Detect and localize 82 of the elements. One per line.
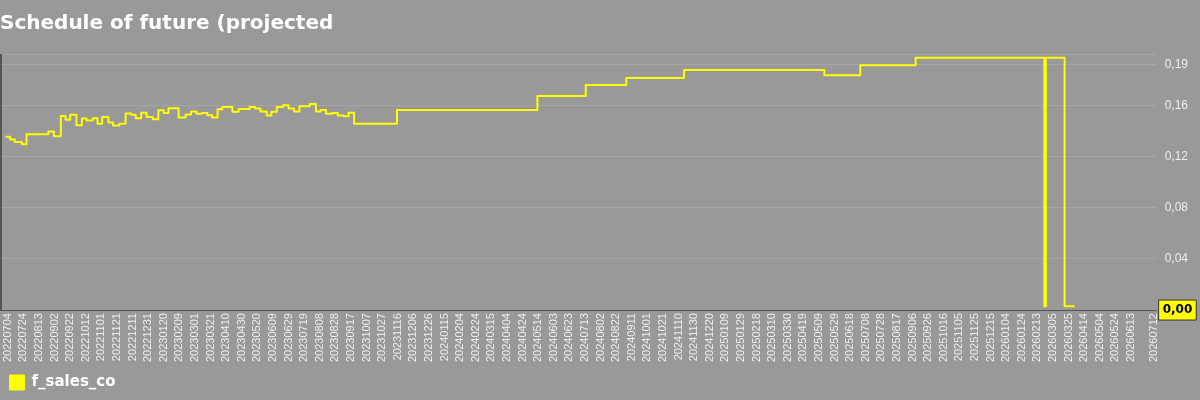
x-tick-label: 20250310 [765,313,778,363]
x-tick-label: 20260124 [1014,313,1027,363]
x-tick-label: 20250109 [718,313,731,363]
x-tick-label: 20220724 [16,313,29,363]
x-tick-label: 20231206 [406,313,419,363]
x-tick-label: 20220902 [47,313,60,363]
x-tick-label: 20260213 [1030,313,1043,363]
x-tick-label: 20260524 [1108,313,1121,363]
y-tick-label: 0,08 [1164,199,1189,214]
x-tick-label: 20221211 [125,313,138,362]
x-tick-label: 20260104 [999,313,1012,363]
y-tick-label: 0,12 [1164,148,1189,163]
x-tick-label: 20220704 [0,313,13,363]
y-tick-label: 0,16 [1164,97,1189,112]
legend-label: f_sales_co [31,372,116,391]
x-tick-label: 20231226 [422,313,434,363]
x-tick-label: 20220922 [63,313,76,363]
x-tick-label: 20230430 [234,313,247,363]
x-tick-label: 20260414 [1077,313,1090,363]
x-tick-label: 20250618 [843,313,856,363]
x-tick-label: 20241001 [640,313,653,363]
x-tick-label: 20230321 [203,313,216,363]
chart-title: Schedule of future (projected [0,10,334,35]
x-tick-label: 20241130 [687,313,700,362]
x-tick-label: 20240514 [531,313,544,363]
x-tick-label: 20250728 [874,313,887,363]
x-tick-label: 20260504 [1092,313,1105,363]
x-tick-label: 20230719 [297,313,310,363]
x-tick-label: 20251105 [952,313,965,362]
x-tick-label: 20240115 [437,313,450,362]
x-tick-label: 20250817 [889,313,902,363]
x-tick-label: 20231027 [375,313,388,363]
x-tick-label: 20240224 [468,313,481,363]
x-tick-label: 20250419 [796,313,809,363]
x-tick-label: 20251215 [983,313,996,363]
x-tick-label: 20221121 [110,313,123,362]
x-tick-label: 20240315 [484,313,497,363]
x-tick-label: 20221012 [78,313,91,363]
x-tick-label: 20230629 [281,313,294,363]
y-tick-label: 0,04 [1164,251,1189,266]
x-tick-label: 20230209 [172,313,185,363]
x-tick-label: 20230410 [219,313,232,363]
x-tick-label: 20250906 [905,313,918,363]
x-tick-label: 20230301 [188,313,201,363]
x-tick-label: 20231116 [390,313,403,361]
x-tick-label: 20240204 [453,313,466,363]
x-tick-label: 20230120 [156,313,169,363]
x-tick-label: 20250926 [921,313,934,363]
x-tick-label: 20230917 [344,313,356,363]
x-tick-label: 20250330 [780,313,793,363]
x-tick-label: 20240404 [499,313,512,363]
x-tick-label: 20220813 [32,313,45,363]
x-tick-label: 20250708 [858,313,871,363]
x-tick-label: 20241110 [671,313,684,361]
x-tick-label: 20251016 [936,313,949,363]
x-tick-label: 20230609 [266,313,279,363]
x-tick-label: 20250509 [811,313,824,363]
x-tick-label: 20260325 [1061,313,1074,363]
x-tick-label: 20230520 [250,313,263,363]
x-tick-label: 20240603 [546,313,559,363]
x-tick-label: 20240623 [562,313,575,363]
x-tick-label: 20241021 [655,313,668,363]
y-tick-label: 0,19 [1164,56,1189,71]
x-tick-label: 20260712 [1146,313,1159,363]
annotation: 0,00 [1162,302,1193,317]
x-tick-label: 20240713 [577,313,590,363]
x-tick-label: 20240911 [624,313,637,362]
x-tick-label: 20230828 [328,313,341,363]
x-tick-label: 20240822 [609,313,622,363]
x-tick-label: 20221231 [141,313,154,363]
x-tick-label: 20260613 [1123,313,1136,363]
x-tick-label: 20230808 [312,313,325,363]
x-tick-label: 20240802 [593,313,606,363]
x-tick-label: 20240424 [515,313,528,363]
x-tick-label: 20260305 [1045,313,1058,363]
x-tick-label: 20221101 [94,313,107,362]
x-tick-label: 20251125 [967,313,980,362]
x-tick-label: 20241220 [702,313,715,363]
x-tick-label: 20250129 [733,313,746,363]
x-tick-label: 20231007 [359,313,372,363]
x-tick-label: 20250218 [749,313,762,363]
x-tick-label: 20250529 [827,313,840,363]
